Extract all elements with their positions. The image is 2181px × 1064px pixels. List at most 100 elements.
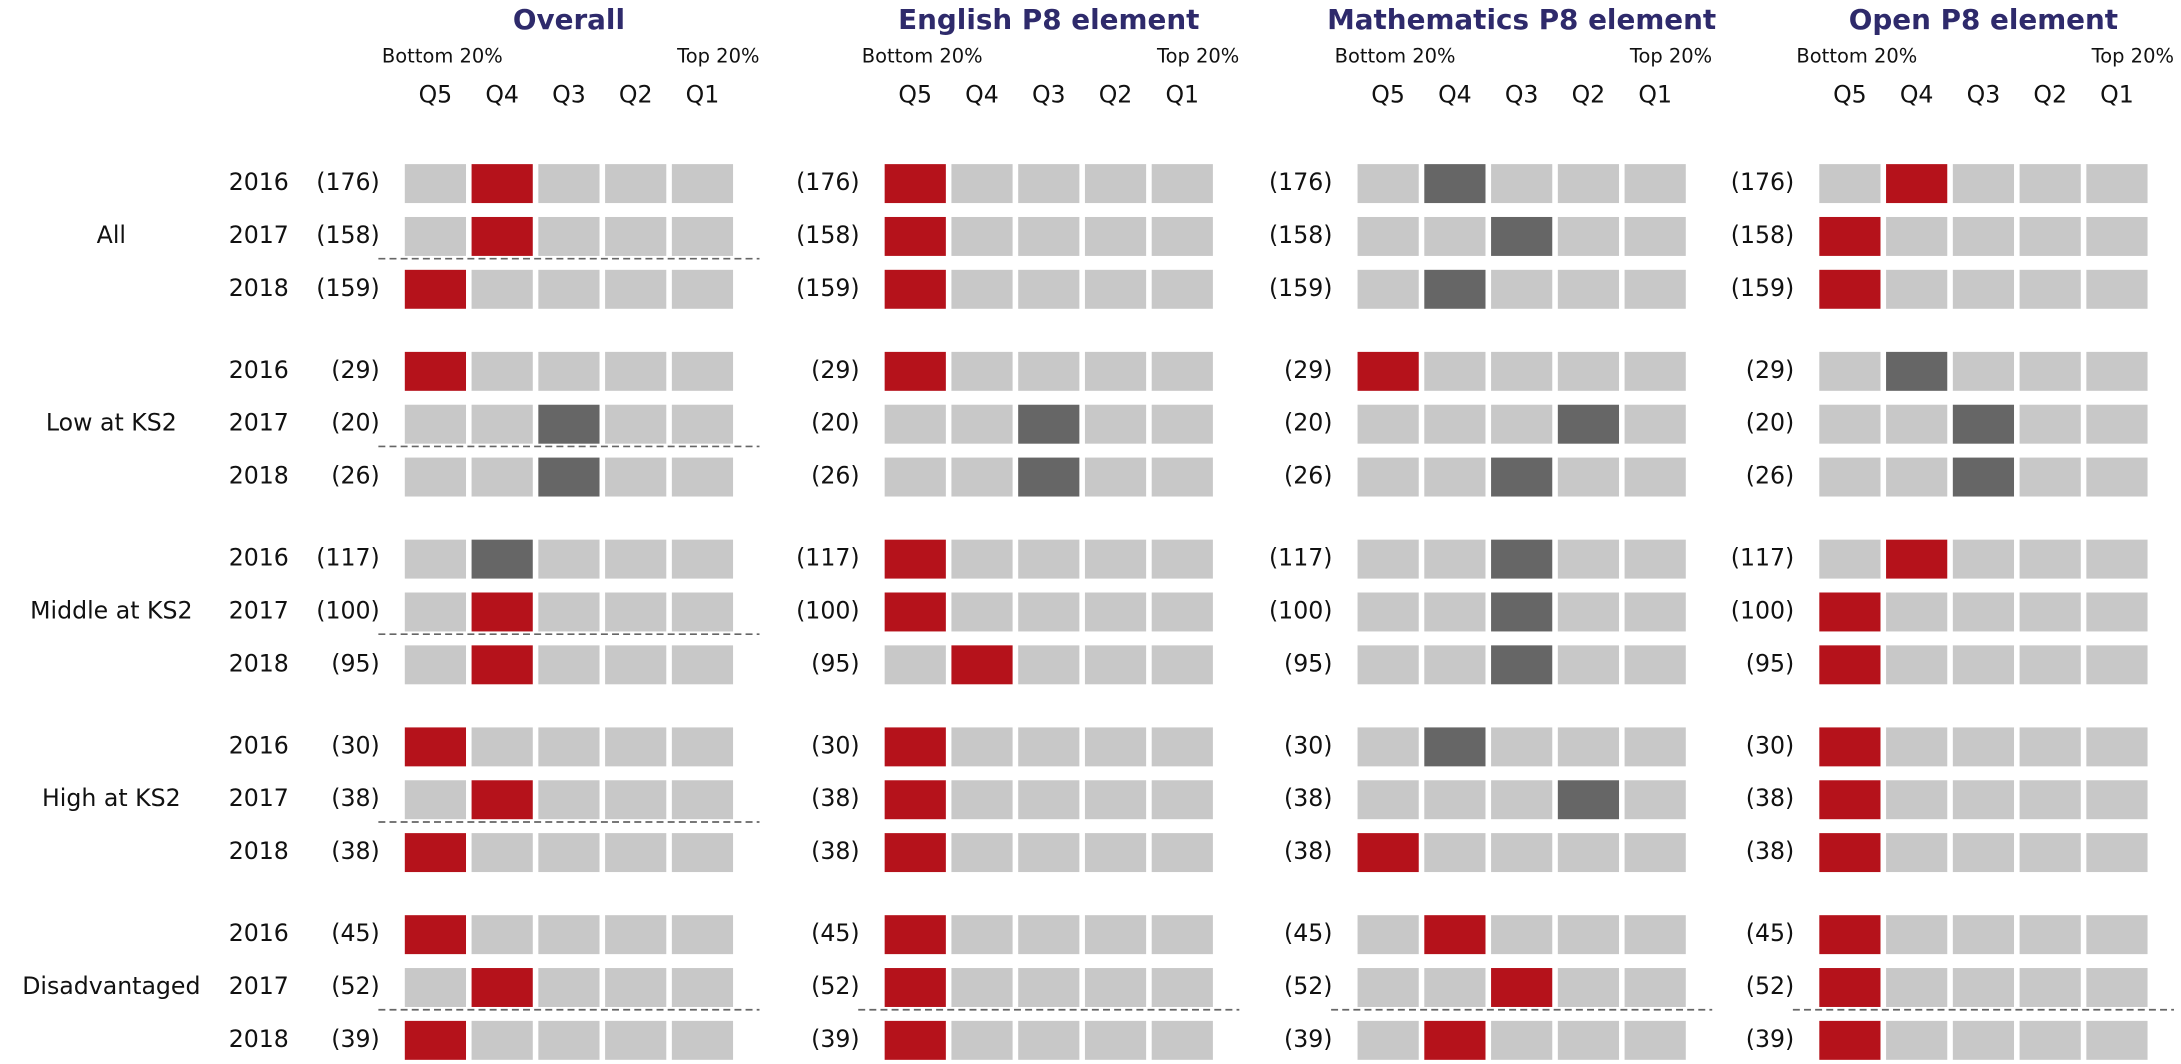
cell bbox=[1357, 164, 1419, 204]
highlight-cell bbox=[1491, 645, 1553, 685]
count-label: (29) bbox=[1746, 356, 1794, 384]
cell bbox=[2086, 404, 2148, 444]
highlight-cell bbox=[1424, 269, 1486, 309]
cell bbox=[1424, 780, 1486, 820]
cell bbox=[1491, 833, 1553, 873]
cell bbox=[884, 645, 946, 685]
cell bbox=[1151, 164, 1213, 204]
highlight-cell bbox=[884, 833, 946, 873]
count-label: (30) bbox=[1284, 731, 1333, 759]
cell bbox=[1624, 351, 1686, 391]
highlight-cell bbox=[404, 915, 467, 955]
highlight-cell bbox=[404, 269, 467, 309]
cell bbox=[605, 833, 667, 873]
cell bbox=[1151, 645, 1213, 685]
cell bbox=[1018, 645, 1080, 685]
cell bbox=[538, 164, 600, 204]
cell bbox=[605, 727, 667, 767]
count-label: (38) bbox=[1746, 784, 1794, 812]
cell bbox=[1084, 164, 1147, 204]
cell bbox=[951, 404, 1013, 444]
cell bbox=[1952, 968, 2015, 1007]
count-label: (26) bbox=[1284, 462, 1333, 490]
highlight-cell bbox=[1357, 833, 1419, 873]
top-label: Top 20% bbox=[676, 45, 759, 68]
highlight-cell bbox=[471, 780, 533, 820]
year-label: 2016 bbox=[229, 919, 289, 947]
count-label: (117) bbox=[1731, 544, 1795, 572]
highlight-cell bbox=[884, 727, 946, 767]
cell bbox=[2086, 645, 2148, 685]
count-label: (30) bbox=[1746, 731, 1794, 759]
count-label: (20) bbox=[811, 409, 860, 437]
count-label: (117) bbox=[1269, 544, 1333, 572]
cell bbox=[1357, 216, 1419, 256]
count-label: (158) bbox=[796, 221, 860, 249]
highlight-cell bbox=[884, 164, 946, 204]
highlight-cell bbox=[884, 592, 946, 632]
cell bbox=[1886, 645, 1948, 685]
cell bbox=[1819, 539, 1881, 579]
panel-title: Open P8 element bbox=[1849, 3, 2118, 36]
bottom-label: Bottom 20% bbox=[382, 45, 503, 68]
cell bbox=[951, 833, 1013, 873]
cell bbox=[1084, 645, 1147, 685]
cell bbox=[1424, 968, 1486, 1007]
cell bbox=[1424, 592, 1486, 632]
highlight-cell bbox=[1886, 164, 1948, 204]
cell bbox=[2086, 780, 2148, 820]
cell bbox=[605, 457, 667, 497]
cell bbox=[1886, 727, 1948, 767]
cell bbox=[1151, 968, 1213, 1007]
cell bbox=[671, 269, 734, 309]
highlight-cell bbox=[1491, 457, 1553, 497]
count-label: (159) bbox=[796, 274, 860, 302]
highlight-cell bbox=[1819, 1020, 1881, 1060]
cell bbox=[2019, 269, 2081, 309]
cell bbox=[1424, 539, 1486, 579]
cell bbox=[404, 457, 467, 497]
year-label: 2018 bbox=[229, 837, 289, 865]
highlight-cell bbox=[1424, 164, 1486, 204]
cell bbox=[404, 968, 467, 1007]
cell bbox=[1151, 592, 1213, 632]
year-label: 2017 bbox=[229, 972, 289, 1000]
count-label: (100) bbox=[1731, 596, 1795, 624]
count-label: (30) bbox=[331, 731, 380, 759]
cell bbox=[1952, 164, 2015, 204]
quintile-label: Q1 bbox=[2100, 80, 2134, 108]
cell bbox=[671, 351, 734, 391]
panel-title: Overall bbox=[513, 3, 625, 36]
cell bbox=[671, 404, 734, 444]
quintile-label: Q4 bbox=[1438, 80, 1472, 108]
cell bbox=[538, 592, 600, 632]
cell bbox=[2086, 592, 2148, 632]
highlight-cell bbox=[471, 645, 533, 685]
cell bbox=[404, 592, 467, 632]
cell bbox=[1624, 592, 1686, 632]
cell bbox=[671, 539, 734, 579]
cell bbox=[951, 539, 1013, 579]
cell bbox=[1151, 539, 1213, 579]
cell bbox=[605, 1020, 667, 1060]
cell bbox=[1084, 457, 1147, 497]
count-label: (159) bbox=[1269, 274, 1333, 302]
count-label: (52) bbox=[811, 972, 860, 1000]
count-label: (95) bbox=[331, 649, 380, 677]
cell bbox=[1952, 645, 2015, 685]
highlight-cell bbox=[404, 351, 467, 391]
count-label: (29) bbox=[811, 356, 860, 384]
cell bbox=[404, 539, 467, 579]
cell bbox=[605, 269, 667, 309]
cell bbox=[1018, 539, 1080, 579]
highlight-cell bbox=[471, 216, 533, 256]
highlight-cell bbox=[1424, 1020, 1486, 1060]
cell bbox=[2019, 539, 2081, 579]
highlight-cell bbox=[1018, 404, 1080, 444]
cell bbox=[1018, 216, 1080, 256]
top-label: Top 20% bbox=[1156, 45, 1239, 68]
highlight-cell bbox=[1819, 269, 1881, 309]
highlight-cell bbox=[1819, 727, 1881, 767]
cell bbox=[1084, 269, 1147, 309]
cell bbox=[605, 216, 667, 256]
